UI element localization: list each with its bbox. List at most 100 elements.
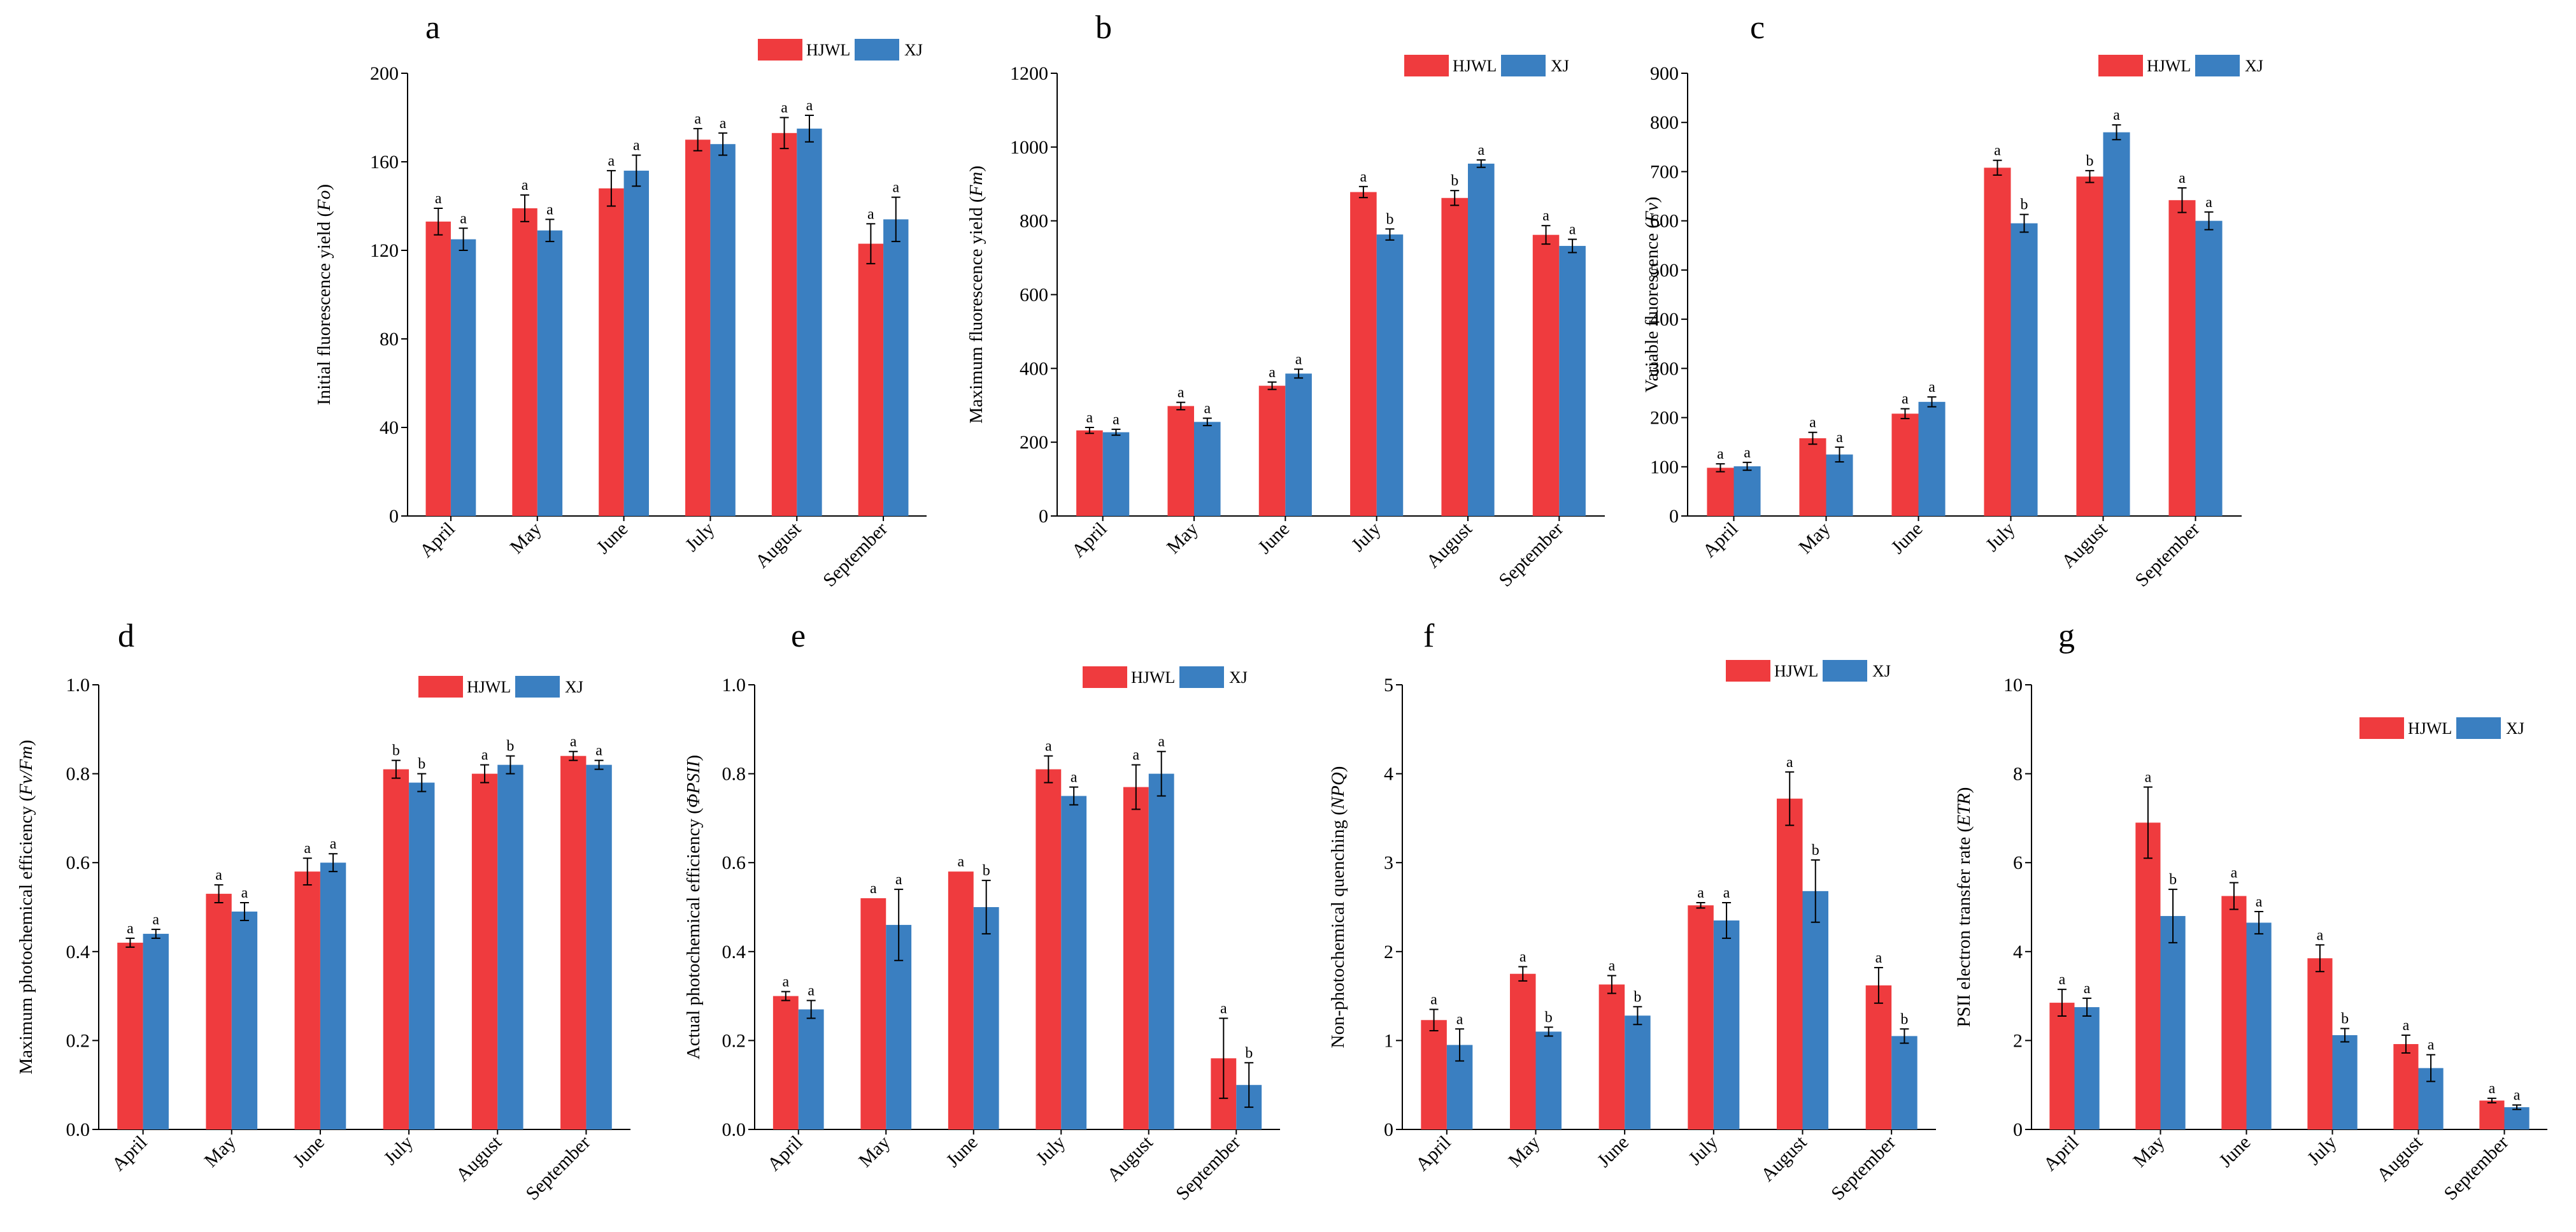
bar-xj-july (1061, 796, 1087, 1129)
bar-xj-may (1194, 422, 1221, 516)
legend-swatch-hjwl (2098, 55, 2143, 76)
bar-hjwl-april (1076, 430, 1103, 516)
significance-letter: a (1994, 143, 2001, 159)
bar-hjwl-june (1891, 413, 1919, 516)
panel-c: c 0 100 200 300 400 500 600 700 800 900 Variable fl… (1642, 10, 2263, 591)
bar-hjwl-may (1167, 406, 1194, 516)
significance-letter: a (1902, 391, 1909, 408)
significance-letter: b (2169, 871, 2177, 888)
legend-label-xj: XJ (2245, 57, 2263, 75)
bar-xj-july (2010, 223, 2038, 516)
bar-hjwl-july (1350, 192, 1377, 516)
bar-xj-june (1918, 401, 1946, 516)
x-tick-label: May (855, 1132, 894, 1171)
significance-letter: a (2231, 865, 2238, 882)
x-tick-label: September (1495, 519, 1567, 591)
significance-letter: a (1204, 401, 1211, 417)
significance-letter: b (1386, 211, 1393, 227)
legend-swatch-hjwl (1083, 666, 1127, 688)
significance-letter: a (1430, 992, 1437, 1008)
y-axis-label: Non-photochemical quenching (NPQ) (1328, 766, 1348, 1049)
significance-letter: a (720, 115, 727, 132)
x-tick-label: August (2058, 518, 2112, 572)
significance-letter: a (1178, 385, 1185, 401)
legend-swatch-xj (855, 39, 899, 61)
y-tick-label: 900 (1650, 63, 1679, 84)
y-axis-label: Maximum photochemical efficiency (Fv/Fm) (16, 740, 36, 1074)
legend-label-hjwl: HJWL (2147, 57, 2191, 75)
y-tick-label: 400 (1650, 309, 1679, 330)
significance-letter: a (304, 840, 311, 857)
significance-letter: a (808, 983, 815, 999)
significance-letter: a (330, 836, 337, 852)
panel-letter-f: f (1423, 618, 1435, 654)
x-tick-label: September (2440, 1132, 2512, 1205)
significance-letter: a (1360, 169, 1367, 185)
x-tick-label: September (2131, 519, 2203, 591)
significance-letter: a (1609, 957, 1616, 974)
panel-f: f 0 1 2 3 4 5 Non-photochemical quenching (NPQ)… (1328, 618, 1936, 1205)
legend-label-hjwl: HJWL (2408, 719, 2452, 738)
significance-letter: a (694, 111, 701, 127)
significance-letter: a (546, 201, 553, 218)
x-tick-label: September (1827, 1132, 1900, 1205)
y-tick-label: 5 (1384, 675, 1393, 696)
significance-letter: a (2059, 971, 2066, 988)
legend-swatch-xj (2195, 55, 2240, 76)
y-tick-label: 0.0 (722, 1119, 746, 1140)
bar-xj-may (537, 230, 563, 516)
bar-xj-july (1713, 920, 1740, 1129)
y-tick-label: 0.2 (722, 1030, 746, 1051)
significance-letter: a (1132, 747, 1139, 764)
bar-hjwl-august (471, 773, 498, 1129)
legend-label-xj: XJ (565, 678, 583, 696)
x-tick-label: August (2373, 1131, 2427, 1185)
legend-swatch-hjwl (1404, 55, 1449, 76)
bar-hjwl-may (860, 898, 886, 1129)
y-tick-label: 10 (2003, 675, 2023, 696)
x-tick-label: August (1757, 1131, 1811, 1185)
significance-letter: b (1545, 1009, 1553, 1026)
bar-xj-september (2195, 220, 2223, 516)
bar-hjwl-september (858, 243, 884, 516)
y-tick-label: 4 (1384, 764, 1393, 785)
bar-xj-august (1148, 773, 1174, 1129)
significance-letter: a (870, 880, 877, 897)
bar-hjwl-april (117, 942, 143, 1129)
x-tick-label: July (1982, 519, 2019, 556)
x-tick-label: April (2039, 1132, 2082, 1175)
bar-xj-september (2504, 1107, 2530, 1129)
y-tick-label: 800 (1650, 112, 1679, 133)
significance-letter: a (2403, 1017, 2410, 1034)
significance-letter: a (522, 177, 529, 194)
significance-letter: a (2113, 107, 2120, 124)
bar-hjwl-june (599, 188, 624, 516)
y-tick-label: 6 (2013, 852, 2023, 873)
panel-letter-e: e (791, 618, 806, 654)
significance-letter: b (1633, 989, 1641, 1005)
y-tick-label: 0.6 (66, 852, 90, 873)
significance-letter: a (215, 867, 222, 884)
x-tick-label: July (2303, 1132, 2341, 1170)
y-tick-label: 160 (370, 152, 399, 173)
panel-letter-b: b (1095, 10, 1112, 46)
panel-letter-g: g (2058, 618, 2075, 654)
significance-letter: a (2428, 1037, 2435, 1054)
y-tick-label: 0 (1039, 506, 1048, 527)
legend-label-xj: XJ (1551, 57, 1569, 75)
significance-letter: a (1928, 379, 1935, 396)
bar-xj-august (1468, 163, 1495, 516)
y-tick-label: 800 (1020, 211, 1048, 232)
y-tick-label: 200 (1020, 432, 1048, 453)
legend-label-hjwl: HJWL (467, 678, 511, 696)
bar-xj-august (497, 764, 523, 1129)
bar-xj-june (2246, 922, 2272, 1129)
bar-xj-august (1802, 891, 1829, 1129)
significance-letter: b (2341, 1011, 2349, 1028)
panel-letter-d: d (118, 618, 134, 654)
bar-xj-june (973, 907, 999, 1129)
y-tick-label: 120 (370, 240, 399, 261)
x-tick-label: June (1593, 1132, 1633, 1171)
significance-letter: b (2021, 197, 2028, 213)
